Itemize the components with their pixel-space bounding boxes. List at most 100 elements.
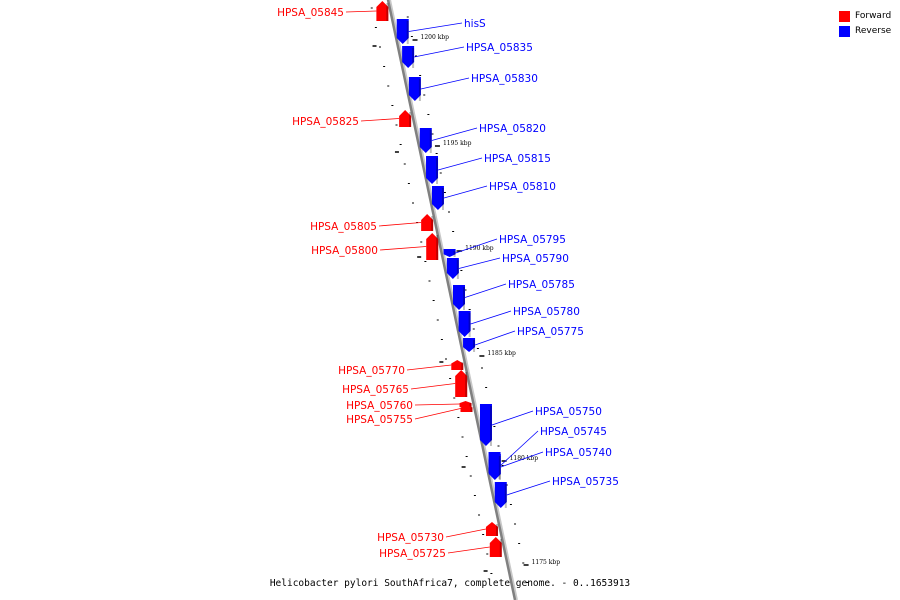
leader-line: [379, 246, 427, 251]
leader-line: [500, 430, 539, 466]
gene-arrow-shade: [473, 340, 476, 352]
gene-label: HPSA_05760: [346, 400, 413, 412]
gene-label: HPSA_05820: [479, 123, 546, 135]
gene-label: HPSA_05765: [342, 384, 409, 396]
gene-arrow: [443, 249, 456, 257]
gene-arrow: [459, 401, 472, 407]
leader-line: [378, 222, 422, 227]
gene-arrow: [419, 128, 432, 153]
gene-arrow-shade: [504, 484, 507, 508]
gene-label: HPSA_05800: [311, 245, 378, 257]
legend-reverse-label: Reverse: [855, 26, 892, 36]
gene-label: HPSA_05845: [277, 7, 344, 19]
gene-arrow: [458, 311, 471, 337]
gene-arrow-shade: [499, 539, 502, 557]
leader-line: [506, 480, 551, 496]
gene-label: HPSA_05740: [545, 447, 612, 459]
gene-label: HPSA_05750: [535, 406, 602, 418]
gene-arrow-shade: [461, 362, 464, 370]
leader-line: [470, 310, 512, 325]
kbp-label: 1185 kbp: [487, 350, 516, 357]
gene-label: HPSA_05745: [540, 426, 607, 438]
gene-arrow-shade: [469, 403, 472, 407]
gene-arrow: [463, 338, 476, 352]
forward-swatch: [839, 10, 850, 22]
leader-line: [437, 157, 483, 171]
leader-line: [360, 118, 400, 122]
legend: Forward Reverse: [839, 9, 891, 39]
gene-arrow: [453, 285, 465, 310]
gene-arrow-shade: [429, 130, 432, 153]
gene-arrow-shade: [431, 216, 434, 231]
leader-line: [420, 77, 470, 90]
gene-label: HPSA_05770: [338, 365, 405, 377]
kbp-label: 1200 kbp: [421, 34, 450, 41]
gene-arrow-shade: [453, 251, 456, 257]
gene-label: HPSA_05775: [517, 326, 584, 338]
legend-forward: Forward: [839, 9, 891, 23]
gene-arrow: [426, 156, 439, 184]
gene-arrow: [488, 454, 501, 480]
gene-arrow-shade: [470, 407, 473, 412]
gene-label: HPSA_05730: [377, 532, 444, 544]
gene-arrow-shade: [412, 48, 415, 68]
gene-label: HPSA_05735: [552, 476, 619, 488]
gene-arrow-shade: [436, 158, 439, 184]
gene-arrow-shade: [441, 188, 444, 210]
leader-line: [406, 364, 452, 371]
gene-arrow-shade: [495, 524, 498, 536]
leader-line: [345, 10, 377, 13]
gene-arrow-shade: [463, 287, 465, 310]
gene-label: hisS: [464, 18, 486, 30]
leader-line: [431, 127, 478, 141]
leader-line: [408, 22, 463, 32]
leader-line: [474, 330, 516, 346]
gene-label: HPSA_05725: [379, 548, 446, 560]
genome-backbone: [386, 0, 517, 600]
gene-arrow: [494, 482, 507, 508]
gene-arrow: [485, 522, 498, 536]
legend-forward-label: Forward: [855, 11, 892, 21]
gene-arrow: [396, 19, 409, 44]
leader-line: [414, 408, 461, 420]
leader-line: [458, 257, 501, 269]
gene-arrow: [376, 1, 389, 21]
gene-arrow: [408, 77, 421, 101]
gene-label: HPSA_05795: [499, 234, 566, 246]
gene-arrow: [479, 404, 492, 446]
gene-label: HPSA_05825: [292, 116, 359, 128]
gene-arrow-shade: [418, 79, 421, 101]
gene-arrow-shade: [498, 456, 501, 480]
gene-arrow: [426, 233, 439, 260]
gene-arrow-shade: [465, 372, 468, 397]
kbp-label: 1175 kbp: [532, 559, 561, 566]
kbp-label: 1195 kbp: [443, 140, 472, 147]
gene-label: HPSA_05780: [513, 306, 580, 318]
gene-arrow: [460, 405, 473, 412]
leader-line: [445, 528, 487, 538]
gene-label: HPSA_05830: [471, 73, 538, 85]
leader-line: [414, 46, 465, 58]
gene-arrow-shade: [406, 21, 409, 44]
kbp-label: 1190 kbp: [465, 245, 494, 252]
gene-arrow: [451, 360, 464, 370]
gene-arrow-shade: [468, 313, 471, 337]
gene-arrow: [489, 537, 502, 557]
gene-label: HPSA_05835: [466, 42, 533, 54]
leader-line: [443, 185, 488, 199]
gene-arrow: [421, 214, 434, 231]
gene-arrow: [431, 186, 444, 210]
leader-line: [455, 238, 498, 254]
leader-line: [464, 283, 507, 298]
leader-line: [491, 410, 534, 426]
leader-line: [410, 383, 456, 390]
map-caption: Helicobacter pylori SouthAfrica7, comple…: [269, 578, 631, 589]
gene-arrow-shade: [409, 112, 412, 127]
gene-arrow-shade: [386, 3, 389, 21]
gene-label: HPSA_05815: [484, 153, 551, 165]
gene-label: HPSA_05790: [502, 253, 569, 265]
gene-arrow: [399, 110, 412, 127]
gene-arrow: [446, 258, 459, 279]
